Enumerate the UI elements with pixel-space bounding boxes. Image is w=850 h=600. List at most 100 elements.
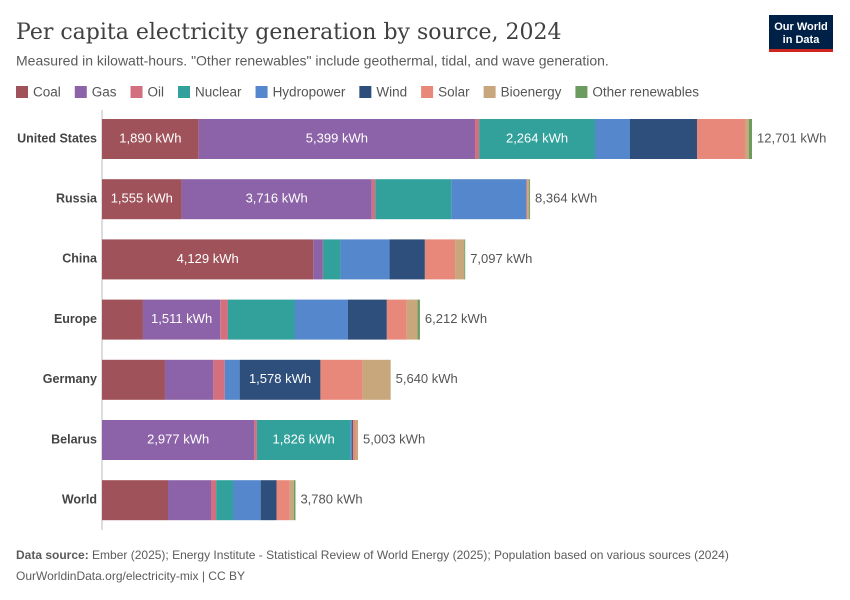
legend-label: Oil bbox=[148, 85, 165, 100]
legend-swatch bbox=[575, 86, 588, 98]
bar-segment bbox=[320, 359, 363, 400]
bar-segment bbox=[102, 179, 182, 220]
bar-segment bbox=[164, 359, 214, 400]
chart-subtitle: Measured in kilowatt-hours. "Other renew… bbox=[16, 53, 609, 69]
bar-segment bbox=[102, 480, 169, 521]
legend-swatch bbox=[483, 86, 496, 98]
bar-segment bbox=[323, 239, 341, 280]
bar-segment bbox=[102, 420, 255, 460]
bar-segment bbox=[451, 179, 527, 220]
bar-segment bbox=[475, 119, 480, 159]
data-label: 2,264 kWh bbox=[506, 130, 568, 145]
bar-segment bbox=[594, 119, 630, 159]
bar-segment bbox=[744, 119, 749, 159]
legend-label: Solar bbox=[438, 85, 470, 100]
bar-segment bbox=[198, 119, 476, 159]
bar-segment bbox=[526, 179, 528, 220]
bar-segment bbox=[227, 299, 295, 340]
bar-segment bbox=[352, 420, 356, 460]
bar-segment bbox=[350, 420, 352, 460]
data-label: 4,129 kWh bbox=[177, 251, 239, 266]
bar-segment bbox=[375, 179, 452, 220]
category-label: Belarus bbox=[51, 432, 97, 446]
total-label: 5,003 kWh bbox=[363, 431, 425, 446]
bar-segment bbox=[260, 480, 277, 521]
bar-segment bbox=[239, 359, 321, 400]
bar-segment bbox=[527, 179, 530, 220]
bar-segment bbox=[351, 420, 353, 460]
legend-swatch bbox=[16, 86, 28, 98]
bar-segment bbox=[256, 420, 351, 460]
bar-segment bbox=[224, 359, 240, 400]
data-label: 1,555 kWh bbox=[111, 191, 173, 206]
bar-segment bbox=[289, 480, 294, 521]
bar-segment bbox=[102, 119, 199, 159]
bar-segment bbox=[406, 299, 418, 340]
bar-segment bbox=[748, 119, 752, 159]
bar-segment bbox=[142, 299, 221, 340]
bar-segment bbox=[102, 299, 143, 340]
url: OurWorldinData.org/electricity-mix | CC … bbox=[16, 569, 245, 583]
data-label: 3,716 kWh bbox=[246, 191, 308, 206]
data-label: 1,890 kWh bbox=[119, 130, 181, 145]
legend-label: Bioenergy bbox=[501, 85, 562, 100]
chart-title: Per capita electricity generation by sou… bbox=[16, 20, 562, 45]
logo-box bbox=[769, 15, 833, 52]
category-label: China bbox=[62, 252, 98, 266]
bar-segment bbox=[313, 239, 323, 280]
bar-segment bbox=[479, 119, 595, 159]
bar-segment bbox=[168, 480, 212, 521]
total-label: 7,097 kWh bbox=[470, 251, 532, 266]
data-label: 1,511 kWh bbox=[151, 311, 212, 326]
data-label: 1,578 kWh bbox=[249, 371, 311, 386]
bar-segment bbox=[629, 119, 697, 159]
total-label: 3,780 kWh bbox=[300, 492, 362, 507]
bar-segment bbox=[371, 179, 376, 220]
category-label: Germany bbox=[43, 372, 97, 386]
legend-label: Nuclear bbox=[195, 85, 242, 100]
bar-segment bbox=[211, 480, 217, 521]
logo-stripe bbox=[769, 49, 833, 52]
bar-segment bbox=[102, 359, 165, 400]
legend-swatch bbox=[178, 86, 191, 98]
bar-segment bbox=[389, 239, 425, 280]
bar-segment bbox=[181, 179, 372, 220]
category-label: United States bbox=[17, 131, 97, 145]
bar-segment bbox=[696, 119, 745, 159]
bar-segment bbox=[362, 359, 391, 400]
legend-swatch bbox=[130, 86, 143, 98]
source-label: Data source: bbox=[16, 548, 89, 562]
bar-segment bbox=[455, 239, 465, 280]
legend-swatch bbox=[421, 86, 434, 98]
data-label: 5,399 kWh bbox=[306, 130, 368, 145]
logo-text: Our World bbox=[774, 21, 828, 33]
legend-label: Hydropower bbox=[273, 85, 346, 100]
bar-segment bbox=[417, 299, 420, 340]
source-text: Ember (2025); Energy Institute - Statist… bbox=[92, 548, 729, 562]
bar-segment bbox=[322, 239, 324, 280]
data-label: 2,977 kWh bbox=[147, 431, 209, 446]
total-label: 12,701 kWh bbox=[757, 130, 826, 145]
bar-segment bbox=[347, 299, 387, 340]
legend-swatch bbox=[359, 86, 372, 98]
category-label: Russia bbox=[56, 191, 98, 205]
bar-segment bbox=[293, 480, 296, 521]
bar-segment bbox=[102, 239, 314, 280]
bar-segment bbox=[386, 299, 407, 340]
bar-segment bbox=[220, 299, 228, 340]
legend-label: Gas bbox=[92, 85, 117, 100]
bar-segment bbox=[233, 480, 261, 521]
legend-label: Other renewables bbox=[592, 85, 699, 100]
bar-segment bbox=[424, 239, 456, 280]
total-label: 5,640 kWh bbox=[396, 371, 458, 386]
legend-swatch bbox=[74, 86, 87, 98]
total-label: 8,364 kWh bbox=[535, 191, 597, 206]
category-label: World bbox=[62, 492, 97, 506]
bar-segment bbox=[294, 299, 348, 340]
bar-segment bbox=[213, 359, 225, 400]
bar-segment bbox=[355, 420, 359, 460]
legend-label: Coal bbox=[33, 85, 61, 100]
bar-segment bbox=[216, 480, 234, 521]
category-label: Europe bbox=[54, 312, 97, 326]
